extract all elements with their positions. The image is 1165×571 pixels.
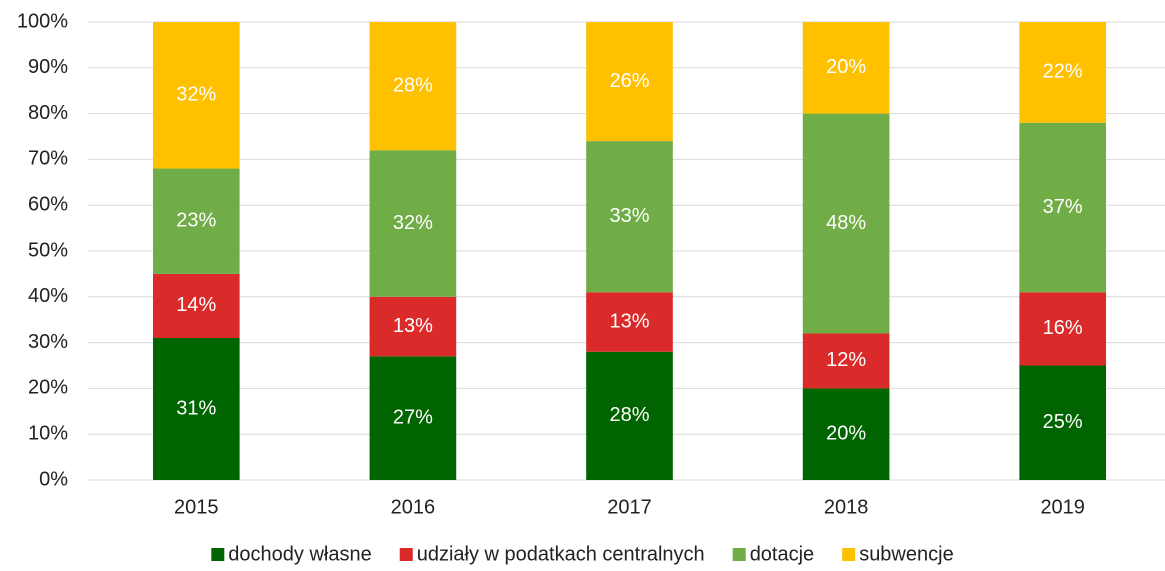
data-label: 28% (609, 404, 649, 426)
legend-label: subwencje (859, 543, 954, 565)
data-label: 22% (1043, 61, 1083, 83)
bar-segment (586, 351, 673, 480)
legend-marker (211, 548, 225, 561)
y-tick-label: 20% (28, 377, 68, 399)
y-tick-label: 40% (28, 285, 68, 307)
legend-label: dochody własne (228, 543, 371, 565)
y-tick-label: 30% (28, 331, 68, 353)
bar-segment (586, 292, 673, 352)
bar-segment (1019, 22, 1107, 123)
data-label: 14% (176, 294, 216, 316)
data-label: 33% (609, 205, 649, 227)
bar-segment (1019, 365, 1107, 480)
bar-segment (152, 273, 240, 339)
data-label: 27% (393, 406, 433, 428)
x-tick-label: 2017 (607, 496, 652, 518)
x-tick-label: 2019 (1040, 496, 1085, 518)
bar-segment (152, 168, 240, 274)
y-tick-label: 80% (28, 102, 68, 124)
data-label: 32% (176, 84, 216, 106)
bar-segment (152, 22, 240, 169)
legend-label: dotacje (750, 543, 815, 565)
bar-segment (369, 356, 457, 480)
bar-segment (802, 22, 890, 114)
data-label: 26% (609, 70, 649, 92)
bar-segment (802, 333, 890, 389)
y-tick-label: 0% (39, 468, 68, 490)
data-label: 48% (826, 212, 866, 234)
x-tick-label: 2018 (824, 496, 869, 518)
legend-marker (732, 548, 746, 561)
x-tick-label: 2016 (391, 496, 436, 518)
data-label: 37% (1043, 196, 1083, 218)
data-label: 23% (176, 210, 216, 232)
y-tick-label: 50% (28, 239, 68, 261)
data-label: 12% (826, 349, 866, 371)
x-tick-label: 2015 (174, 496, 219, 518)
bar-segment (1019, 292, 1107, 366)
data-label: 13% (609, 310, 649, 332)
data-label: 31% (176, 397, 216, 419)
data-label: 25% (1043, 411, 1083, 433)
data-label: 20% (826, 422, 866, 444)
bar-segment (369, 296, 457, 357)
bar-segment (586, 22, 673, 142)
bar-segment (152, 338, 240, 480)
bar-segment (802, 113, 890, 334)
data-label: 32% (393, 212, 433, 234)
legend-marker (399, 548, 413, 561)
y-tick-label: 60% (28, 193, 68, 215)
data-label: 28% (393, 74, 433, 96)
bar-segment (802, 388, 890, 480)
bar-segment (369, 150, 457, 297)
y-tick-label: 100% (17, 10, 68, 32)
data-label: 13% (393, 315, 433, 337)
bar-segment (1019, 122, 1107, 293)
legend-label: udziały w podatkach centralnych (417, 543, 705, 565)
data-label: 16% (1043, 317, 1083, 339)
y-tick-label: 10% (28, 422, 68, 444)
bar-segment (586, 141, 673, 293)
y-tick-label: 70% (28, 148, 68, 170)
legend-marker (842, 548, 856, 561)
bar-segment (369, 22, 457, 151)
y-tick-label: 90% (28, 56, 68, 78)
data-label: 20% (826, 56, 866, 78)
